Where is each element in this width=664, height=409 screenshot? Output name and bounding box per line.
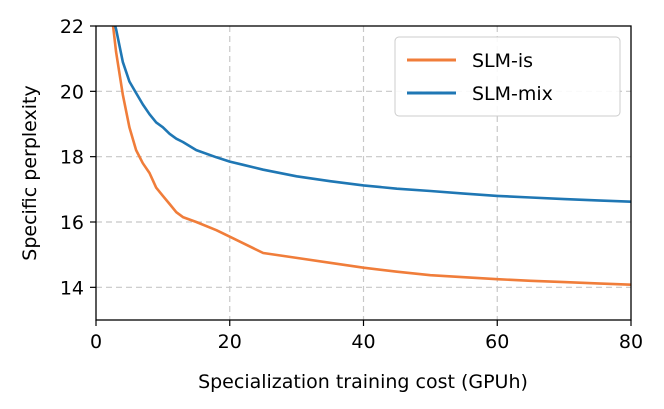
y-axis-label: Specific perplexity	[19, 85, 41, 260]
legend-label-slm-is: SLM-is	[472, 50, 533, 72]
y-tick-label: 20	[60, 81, 84, 103]
y-tick-label: 18	[60, 147, 84, 169]
x-tick-label: 40	[351, 331, 375, 353]
legend: SLM-is SLM-mix	[394, 36, 621, 117]
series-lines	[111, 26, 631, 287]
y-tick-label: 16	[60, 212, 84, 234]
y-tick-label: 22	[60, 16, 84, 38]
legend-label-slm-mix: SLM-mix	[472, 83, 553, 105]
x-axis-label: Specialization training cost (GPUh)	[198, 371, 528, 393]
x-tick-label: 20	[218, 331, 242, 353]
x-tick-label: 0	[90, 331, 102, 353]
series-line-slm-mix	[113, 26, 631, 203]
legend-box	[394, 36, 621, 117]
x-tick-label: 60	[485, 331, 509, 353]
y-tick-label: 14	[60, 277, 84, 299]
axis-ticks: 0 20 40 60 80 14 16 18 20 22	[60, 16, 643, 353]
x-tick-label: 80	[619, 331, 643, 353]
series-line-slm-is	[111, 26, 631, 287]
